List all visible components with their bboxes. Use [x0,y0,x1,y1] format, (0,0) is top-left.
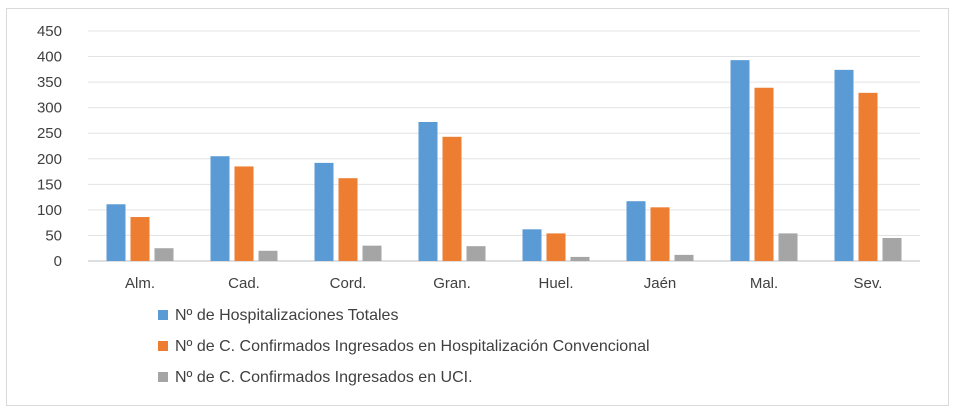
chart-frame [6,8,949,406]
bar-alm-series-1 [106,204,126,261]
bar-huel-series-1 [522,229,542,261]
legend-swatch [158,341,168,351]
legend-label: Nº de Hospitalizaciones Totales [175,307,398,324]
bar-cad-series-3 [258,250,278,261]
y-tick-label: 250 [37,125,62,142]
y-tick-label: 400 [37,49,62,66]
bars [106,60,902,262]
legend-swatch [158,310,168,320]
bar-mal-series-1 [730,60,750,262]
x-tick-label: Cad. [228,275,260,292]
y-tick-label: 450 [37,23,62,40]
bar-gran-series-2 [442,136,462,261]
y-tick-label: 150 [37,176,62,193]
x-tick-label: Alm. [125,275,155,292]
x-tick-label: Huel. [538,275,573,292]
legend: Nº de Hospitalizaciones Totales Nº de C. … [158,307,650,386]
x-tick-label: Cord. [330,275,367,292]
x-tick-label: Gran. [433,275,471,292]
y-tick-label: 350 [37,74,62,91]
bar-cord-series-1 [314,162,334,261]
bar-sev-series-3 [882,238,902,261]
bar-cord-series-3 [362,245,382,261]
bar-huel-series-2 [546,233,566,261]
bar-huel-series-3 [570,256,590,261]
bar-alm-series-3 [154,248,174,261]
y-tick-label: 300 [37,100,62,117]
y-tick-label: 50 [45,227,62,244]
y-axis: 0 50 100 150 200 250 300 350 400 450 [37,23,62,270]
bar-gran-series-1 [418,121,438,261]
bar-sev-series-1 [834,69,854,261]
y-tick-label: 100 [37,202,62,219]
bar-mal-series-2 [754,87,774,261]
y-tick-label: 200 [37,151,62,168]
bar-alm-series-2 [130,217,150,261]
x-tick-label: Sev. [854,275,883,292]
y-tick-label: 0 [54,253,62,270]
legend-label: Nº de C. Confirmados Ingresados en Hospi… [175,338,650,355]
bar-mal-series-3 [778,233,798,261]
bar-gran-series-3 [466,246,486,261]
bar-sev-series-2 [858,92,878,261]
bar-jaén-series-2 [650,207,670,261]
bar-cad-series-1 [210,156,230,261]
x-tick-label: Jaén [644,275,677,292]
bar-cad-series-2 [234,166,254,261]
bar-jaén-series-1 [626,201,646,261]
legend-swatch [158,372,168,382]
legend-label: Nº de C. Confirmados Ingresados en UCI. [175,369,473,386]
x-tick-label: Mal. [750,275,778,292]
bar-cord-series-2 [338,178,358,261]
x-axis: Alm. Cad. Cord. Gran. Huel. Jaén Mal. Sev. [125,275,882,292]
bar-jaén-series-3 [674,254,694,261]
